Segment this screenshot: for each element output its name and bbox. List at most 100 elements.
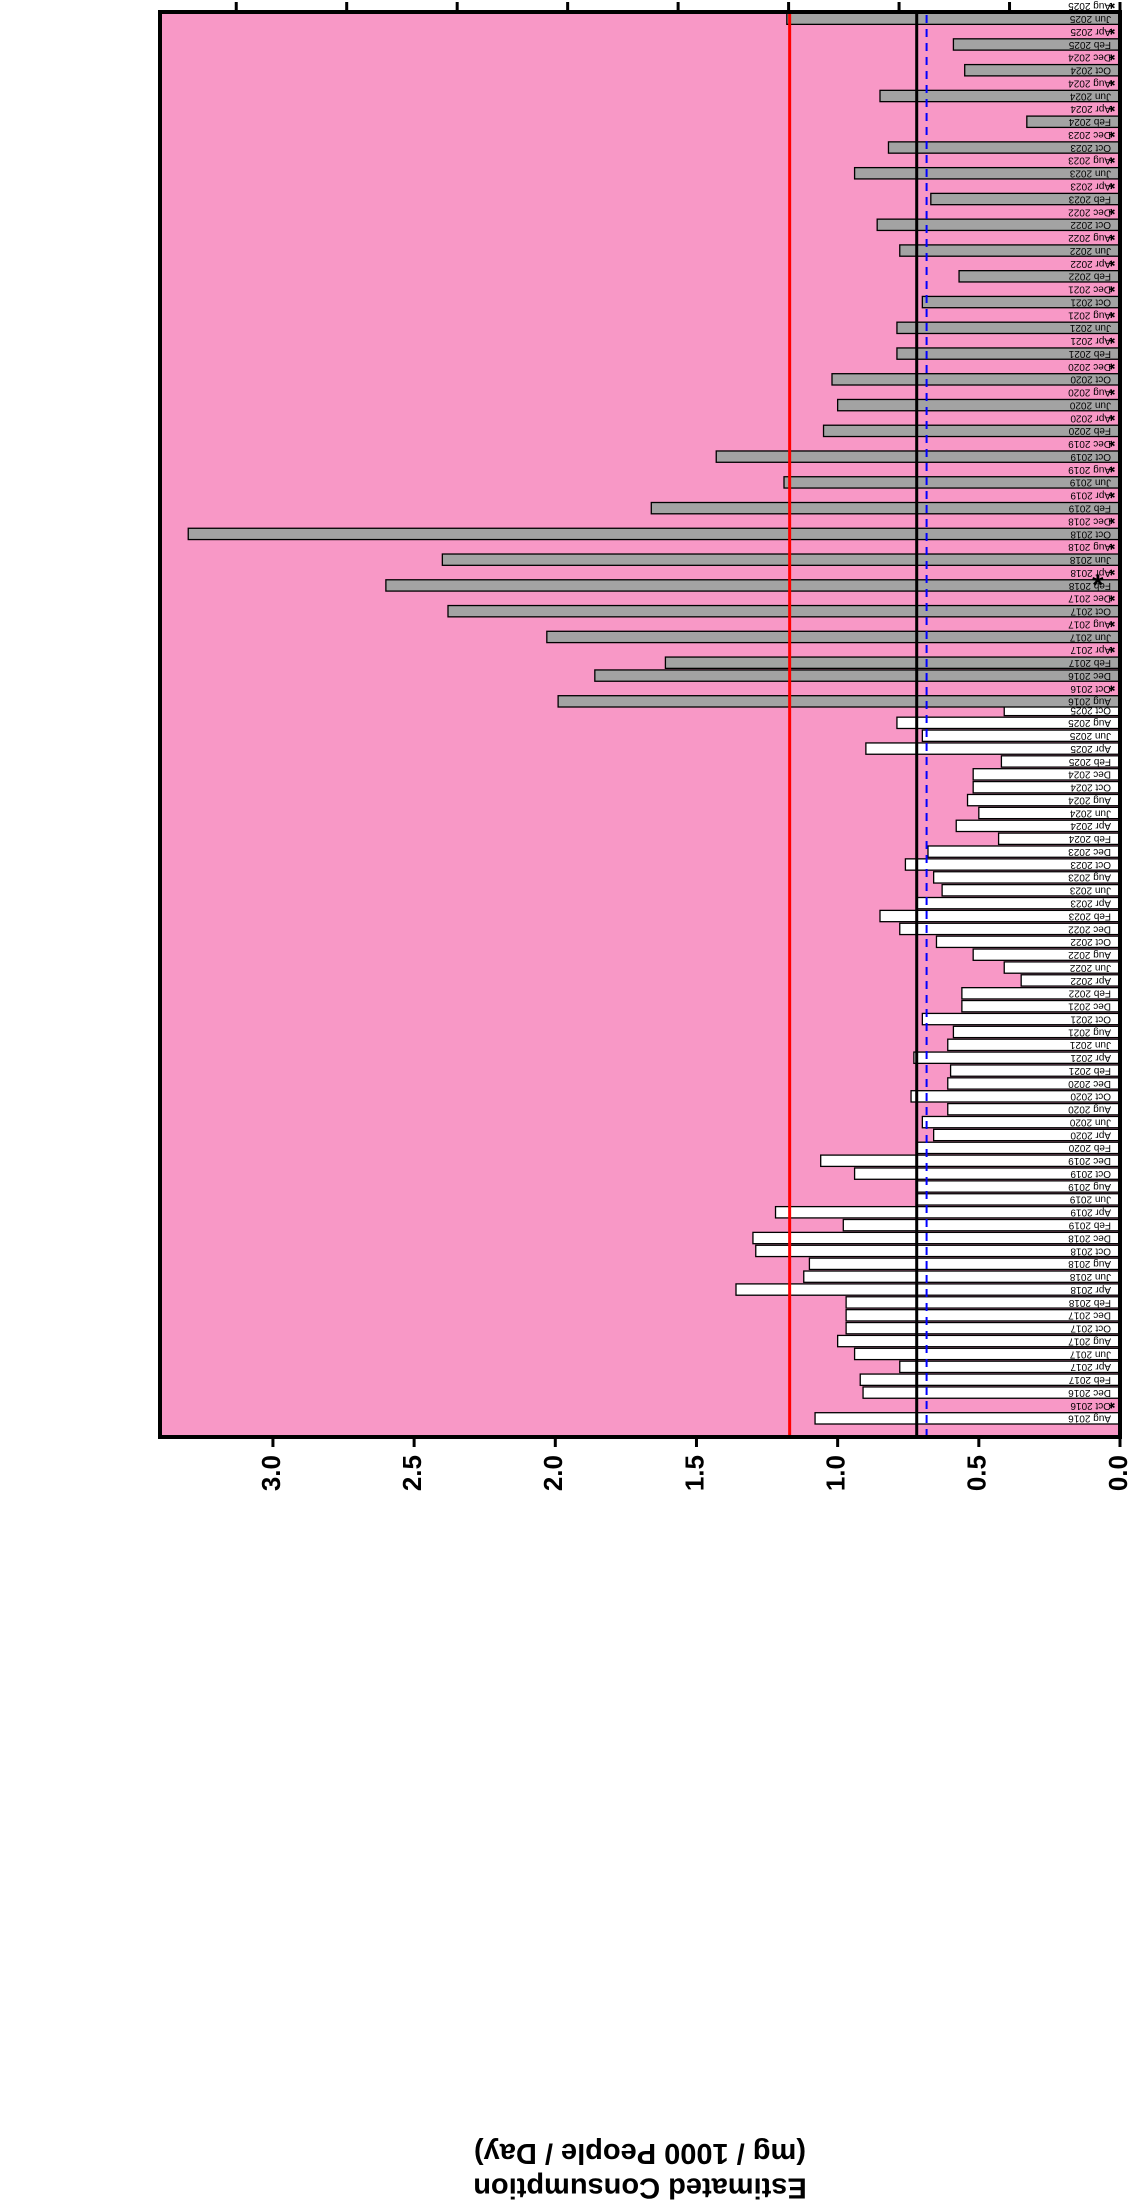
x-tick-label-capital: Dec 2022 [1068,923,1111,934]
no-data-marker: * [1107,79,1124,86]
no-data-marker: * [1107,53,1124,60]
x-tick-label-regional: Feb 2021 [1068,348,1111,359]
no-data-marker: * [1107,414,1124,421]
x-tick-label-regional: Oct 2018 [1070,528,1111,539]
bar-regional [447,604,1121,618]
no-data-marker: * [1107,105,1124,112]
x-tick-label-regional: Apr 2017 [1070,644,1111,655]
x-tick-label-capital: Oct 2019 [1070,1168,1111,1179]
no-data-marker: * [1107,685,1124,692]
x-tick-label-capital: Feb 2022 [1068,988,1111,999]
x-tick-label-capital: Feb 2018 [1068,1297,1111,1308]
x-tick-label-capital: Dec 2020 [1068,1078,1111,1089]
x-tick-label-regional: Feb 2022 [1068,271,1111,282]
y-left-axis-title-line1: Estimated Consumption [473,2172,807,2204]
x-tick-label-capital: Aug 2020 [1068,1104,1111,1115]
x-tick-label-regional: Oct 2017 [1070,606,1111,617]
x-tick-label-capital: Aug 2018 [1068,1258,1111,1269]
x-tick-label-capital: Jun 2018 [1069,1271,1111,1282]
x-tick-label-capital: Jun 2025 [1069,730,1111,741]
x-tick-label-regional: Jun 2020 [1069,399,1111,410]
x-tick-label-capital: Feb 2021 [1068,1065,1111,1076]
bar-capital [735,1283,1121,1296]
x-tick-label-capital: Dec 2023 [1068,846,1111,857]
bar-regional [783,476,1121,489]
x-tick-label-capital: Apr 2021 [1070,1052,1111,1063]
x-tick-label-regional: Jun 2025 [1069,13,1111,24]
x-tick-label-capital: Feb 2024 [1068,833,1111,844]
bar-regional [594,669,1121,682]
x-tick-label-regional: Apr 2019 [1070,490,1111,501]
x-tick-label-capital: Jun 2017 [1069,1348,1111,1359]
x-tick-label-capital: Feb 2019 [1068,1220,1111,1231]
no-data-marker: * [1107,543,1124,550]
x-tick-label-capital: Jun 2024 [1069,807,1111,818]
no-data-marker: * [1107,646,1124,653]
x-tick-label-capital: Oct 2023 [1070,859,1111,870]
x-tick-label-capital: Aug 2016 [1068,1413,1111,1424]
no-data-marker: * [1107,2,1124,9]
x-tick-label-regional: Feb 2023 [1068,193,1111,204]
y-left-tick-label: 2.5 [397,1455,427,1491]
no-data-marker: * [1107,594,1124,601]
x-tick-label-regional: Apr 2022 [1070,258,1111,269]
x-tick-label-capital: Oct 2017 [1070,1323,1111,1334]
x-tick-label-capital: Apr 2022 [1070,975,1111,986]
x-tick-label-regional: Oct 2020 [1070,374,1111,385]
x-tick-label-capital: Aug 2017 [1068,1335,1111,1346]
x-tick-label-regional: Oct 2024 [1070,65,1111,76]
bar-regional [546,630,1121,644]
x-tick-label-regional: Oct 2021 [1070,296,1111,307]
x-tick-label-regional: Jun 2019 [1069,477,1111,488]
x-tick-label-capital: Feb 2023 [1068,910,1111,921]
x-tick-label-regional: Feb 2017 [1068,657,1111,668]
y-left-tick-label: 2.0 [538,1455,568,1491]
y-left-axis-title-line2: (mg / 1000 People / Day) [474,2137,806,2169]
x-tick-label-capital: Oct 2024 [1070,782,1111,793]
y-left-axis-title: Estimated Consumption(mg / 1000 People /… [473,2137,807,2204]
x-tick-label-capital: Aug 2023 [1068,872,1111,883]
x-tick-label-regional: Aug 2016 [1068,696,1111,707]
plot-frame [158,10,1122,1439]
x-tick-label-regional: Aug 2019 [1068,464,1111,475]
x-tick-label-capital: Feb 2025 [1068,756,1111,767]
x-tick-label-regional: Jun 2024 [1069,90,1111,101]
x-tick-label-regional: Aug 2021 [1068,309,1111,320]
x-tick-label-capital: Oct 2018 [1070,1245,1111,1256]
x-tick-label-capital: Dec 2024 [1068,769,1111,780]
x-tick-label-regional: Dec 2021 [1068,284,1111,295]
x-tick-label-regional: Dec 2024 [1068,52,1111,63]
x-tick-label-regional: Aug 2025 [1068,0,1111,11]
no-data-marker: * [1107,440,1124,447]
x-tick-label-capital: Aug 2024 [1068,794,1111,805]
bar-regional [385,579,1121,592]
x-tick-label-capital: Oct 2022 [1070,936,1111,947]
x-tick-label-capital: Apr 2017 [1070,1361,1111,1372]
x-tick-label-capital: Dec 2021 [1068,1001,1111,1012]
x-tick-label-regional: Feb 2025 [1068,39,1111,50]
x-tick-label-regional: Dec 2017 [1068,593,1111,604]
y-left-tick-label: 1.5 [679,1455,709,1491]
x-tick-label-regional: Aug 2018 [1068,541,1111,552]
no-data-marker: * [1107,234,1124,241]
x-tick-label-capital: Feb 2020 [1068,1142,1111,1153]
x-tick-label-regional: Feb 2018 [1068,580,1111,591]
x-tick-label-regional: Dec 2023 [1068,129,1111,140]
x-tick-label-capital: Oct 2025 [1070,704,1111,715]
x-tick-label-regional: Feb 2024 [1068,116,1111,127]
no-data-marker: * [1107,620,1124,627]
no-data-marker: * [1107,311,1124,318]
bar-regional [650,501,1121,515]
legend-no-data-star: * [1092,569,1104,602]
x-tick-label-capital: Jun 2019 [1069,1194,1111,1205]
y-left-tick-label: 3.0 [256,1455,286,1491]
no-data-marker: * [1107,28,1124,35]
x-tick-label-regional: Dec 2019 [1068,438,1111,449]
x-tick-label-regional: Oct 2019 [1070,451,1111,462]
x-tick-label-regional: Apr 2024 [1070,103,1111,114]
x-tick-label-regional: Aug 2024 [1068,77,1111,88]
x-tick-label-capital: Dec 2016 [1068,1387,1111,1398]
x-tick-label-capital: Dec 2019 [1068,1155,1111,1166]
